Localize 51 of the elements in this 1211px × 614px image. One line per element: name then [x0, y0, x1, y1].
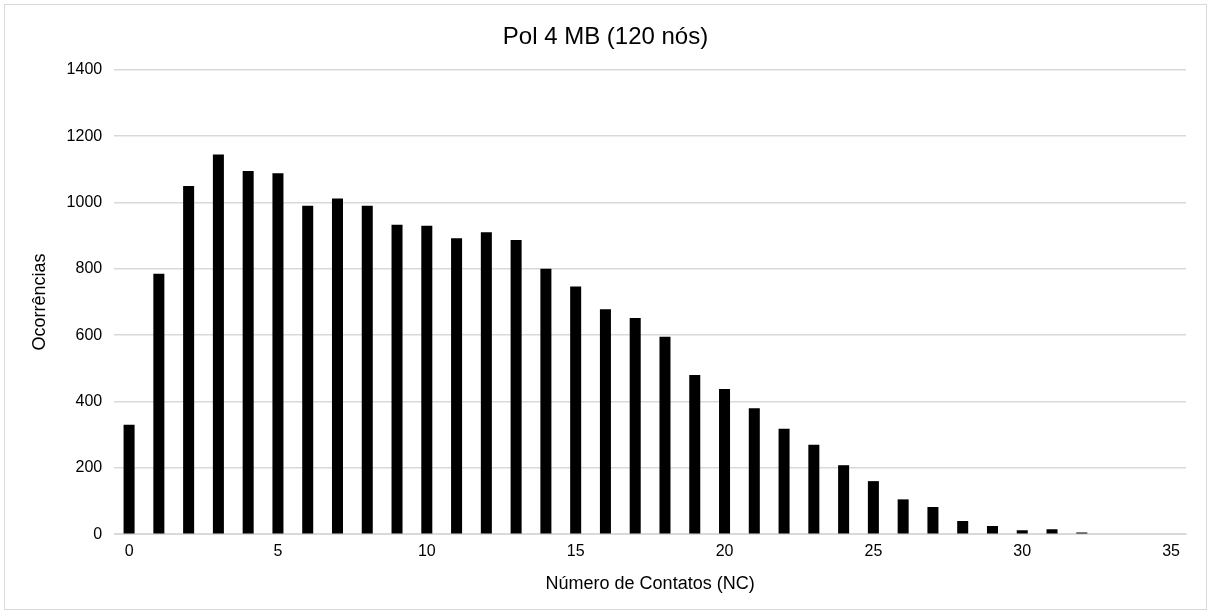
x-tick-label: 35 — [1162, 542, 1181, 560]
bar — [599, 309, 611, 534]
bar — [867, 481, 879, 534]
bar — [719, 388, 731, 534]
bar — [689, 374, 701, 534]
x-axis-title: Número de Contatos (NC) — [545, 573, 755, 594]
bar — [838, 465, 850, 534]
bar — [957, 520, 969, 534]
chart-title: Pol 4 MB (120 nós) — [502, 22, 709, 50]
bar — [361, 205, 373, 534]
x-tick-label: 30 — [1013, 542, 1032, 560]
bar — [480, 232, 492, 534]
y-tick-label: 1200 — [66, 126, 103, 144]
y-tick-label: 800 — [75, 259, 103, 277]
bar — [510, 239, 522, 534]
y-tick-label: 0 — [93, 524, 103, 542]
bar — [540, 268, 552, 534]
bar — [927, 507, 939, 534]
bar — [212, 154, 224, 534]
bar — [331, 198, 343, 534]
bar — [123, 424, 135, 534]
y-axis-title: Ocorrências — [28, 253, 49, 351]
y-tick-label: 1000 — [66, 192, 103, 210]
bar — [808, 444, 820, 534]
y-tick-label: 600 — [75, 325, 103, 343]
y-tick-label: 1400 — [66, 60, 103, 78]
bar — [421, 225, 433, 534]
bar — [242, 170, 254, 534]
bar — [451, 238, 463, 534]
bar — [659, 336, 671, 534]
bar — [570, 286, 582, 534]
bar — [748, 408, 760, 534]
bar — [302, 205, 314, 534]
x-tick-label: 20 — [715, 542, 734, 560]
bar — [391, 224, 403, 534]
bar — [272, 173, 284, 534]
x-tick-label: 25 — [864, 542, 883, 560]
bar — [1046, 529, 1058, 534]
y-tick-label: 400 — [75, 391, 103, 409]
bar — [778, 428, 790, 534]
x-tick-label: 0 — [124, 542, 134, 560]
bar — [1016, 530, 1028, 534]
x-tick-label: 10 — [417, 542, 436, 560]
x-tick-label: 15 — [566, 542, 585, 560]
x-tick-label: 5 — [273, 542, 283, 560]
bar — [897, 499, 909, 534]
bar — [986, 525, 998, 534]
bar — [183, 185, 195, 534]
y-tick-label: 200 — [75, 458, 103, 476]
bar — [629, 317, 641, 534]
bar — [153, 273, 165, 534]
